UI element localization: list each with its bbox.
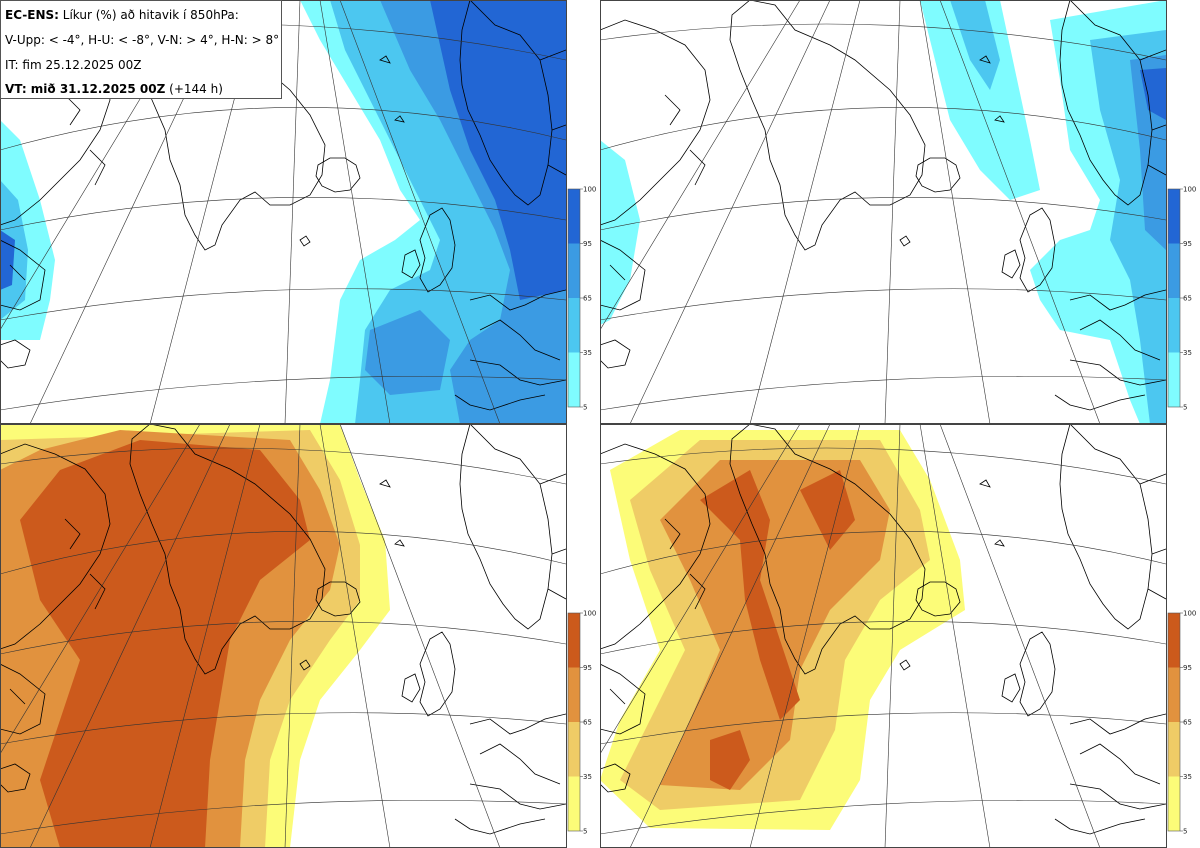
colorbar-tick-label: 5 (583, 828, 587, 836)
colorbar-tick-label: 95 (1183, 240, 1192, 248)
colorbar-tick-label: 35 (1183, 349, 1192, 357)
colorbar-segment (568, 722, 580, 777)
panel-frames (0, 0, 1167, 848)
map-panel-v-n (0, 424, 566, 848)
lead-time: (+144 h) (169, 82, 223, 96)
colorbar-tick-label: 35 (583, 349, 592, 357)
colorbar-segment (1168, 776, 1180, 831)
valid-time-line: VT: mið 31.12.2025 00Z (+144 h) (5, 82, 223, 96)
colorbar-segment (1168, 298, 1180, 353)
colorbar-segment (1168, 243, 1180, 298)
colorbar-segment (568, 776, 580, 831)
colorbar-cold-right: 100 95 65 35 5 (1167, 186, 1196, 412)
colorbar-tick-label: 65 (583, 295, 592, 303)
map-panel-h-u (600, 0, 1166, 424)
title-line: EC-ENS: Líkur (%) að hitavik í 850hPa: (5, 8, 239, 22)
colorbar-tick-label: 35 (583, 773, 592, 781)
colorbar-segment (568, 613, 580, 668)
colorbar-segment (1168, 667, 1180, 722)
colorbar-tick-label: 100 (583, 610, 596, 618)
colorbar-tick-label: 65 (1183, 719, 1192, 727)
colorbar-tick-label: 95 (583, 664, 592, 672)
colorbar-tick-label: 100 (583, 186, 596, 194)
model-name: EC-ENS: (5, 8, 59, 22)
title-text: Líkur (%) að hitavik í 850hPa: (62, 8, 239, 22)
colorbar-tick-label: 5 (583, 404, 587, 412)
colorbar-segment (1168, 189, 1180, 244)
colorbar-tick-label: 65 (583, 719, 592, 727)
colorbar-tick-label: 95 (1183, 664, 1192, 672)
colorbar-tick-label: 65 (1183, 295, 1192, 303)
forecast-info-box: EC-ENS: Líkur (%) að hitavik í 850hPa: V… (0, 0, 282, 99)
colorbar-warm-left: 100 95 65 35 5 (567, 610, 596, 836)
colorbar-tick-label: 5 (1183, 404, 1187, 412)
colorbar-segment (568, 298, 580, 353)
threshold-legend: V-Upp: < -4°, H-U: < -8°, V-N: > 4°, H-N… (5, 33, 280, 47)
colorbar-warm-right: 100 95 65 35 5 (1167, 610, 1196, 836)
map-panel-v-upp (0, 0, 566, 424)
colorbar-tick-label: 100 (1183, 186, 1196, 194)
probability-field (0, 424, 390, 848)
probability-field (0, 0, 566, 424)
colorbar-segment (568, 667, 580, 722)
colorbar-segment (1168, 352, 1180, 407)
valid-time: VT: mið 31.12.2025 00Z (5, 82, 166, 96)
probability-field (600, 0, 1166, 424)
colorbar-segment (568, 243, 580, 298)
colorbar-segment (568, 189, 580, 244)
colorbar-tick-label: 95 (583, 240, 592, 248)
colorbar-segment (568, 352, 580, 407)
colorbar-segment (1168, 722, 1180, 777)
colorbar-tick-label: 5 (1183, 828, 1187, 836)
colorbar-cold-left: 100 95 65 35 5 (567, 186, 596, 412)
colorbar-tick-label: 35 (1183, 773, 1192, 781)
colorbar-segment (1168, 613, 1180, 668)
colorbar-tick-label: 100 (1183, 610, 1196, 618)
map-panel-h-n (600, 424, 1166, 848)
init-time: IT: fim 25.12.2025 00Z (5, 58, 142, 72)
